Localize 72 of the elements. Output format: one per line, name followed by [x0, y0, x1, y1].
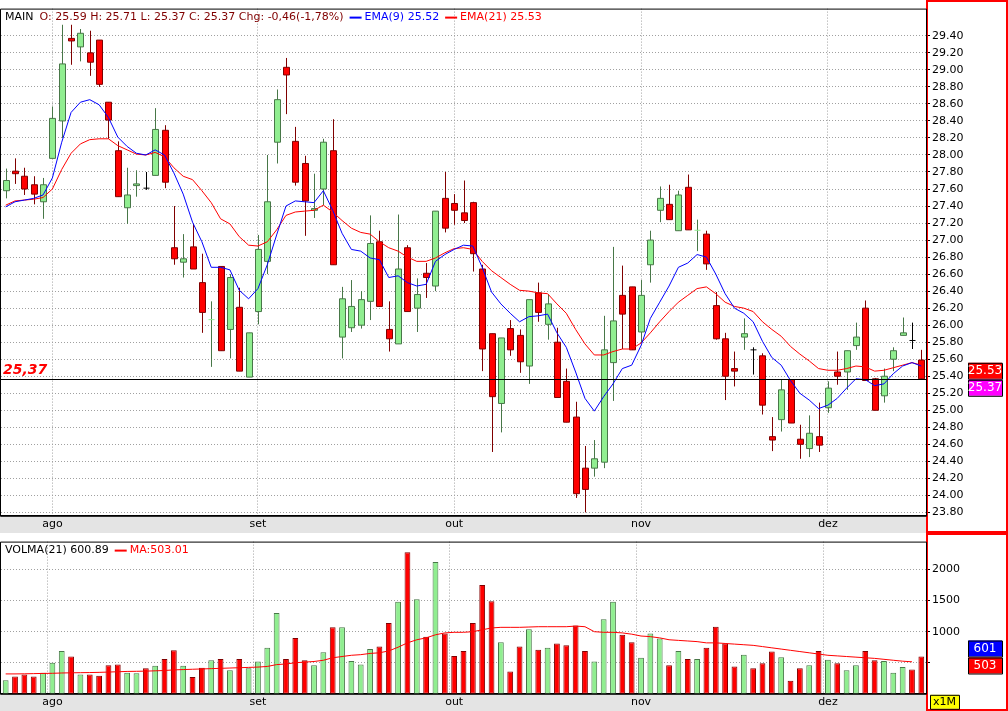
y-axis-title: x1M [933, 695, 956, 709]
candlestick [591, 439, 598, 478]
y-tick-label: 24.80 [932, 420, 964, 434]
y-tick-label: 25.00 [932, 403, 964, 417]
candlestick [750, 346, 757, 376]
y-tick-label: 24.60 [932, 437, 964, 451]
y-tick-label: 26.00 [932, 318, 964, 332]
x-tick-label: dez [818, 517, 838, 531]
ref-line-label: 25,37 [3, 361, 48, 378]
candlestick [451, 193, 458, 226]
y-tick-label: 25.60 [932, 352, 964, 366]
y-tick-label: 24.00 [932, 488, 964, 502]
y-tick-label: 26.80 [932, 249, 964, 263]
candlestick [890, 346, 897, 372]
candlestick [414, 277, 421, 333]
y-tick-label: 28.00 [932, 147, 964, 161]
candlestick [143, 171, 150, 191]
text: 503 [973, 657, 997, 672]
legend-label: EMA(9) 25.52 [364, 10, 440, 24]
y-tick-label: 28.60 [932, 96, 964, 110]
candlestick [741, 317, 748, 351]
y-tick-label: 25.40 [932, 369, 964, 383]
candlestick [535, 282, 542, 323]
x-tick-label: nov [630, 517, 652, 531]
candlestick [208, 300, 215, 368]
candlestick [180, 233, 187, 279]
candlestick [31, 175, 38, 205]
y-tick-label: 24.20 [932, 471, 964, 485]
y-tick-label: 27.40 [932, 198, 964, 212]
chart-title: VOLMA(21) 600.89 [5, 543, 109, 557]
candlestick [769, 416, 776, 452]
legend-label: MA:503.01 [129, 543, 189, 557]
y-tick-label: 1000 [932, 624, 960, 638]
y-tick-label: 27.60 [932, 181, 964, 195]
y-tick-label: 27.80 [932, 164, 964, 178]
y-tick-label: 25.20 [932, 386, 964, 400]
y-tick-label: 28.20 [932, 130, 964, 144]
candlestick [909, 322, 916, 350]
chart-title: MAIN [5, 10, 34, 24]
text: 601 [973, 640, 997, 655]
legend-label: EMA(21) 25.53 [460, 10, 542, 24]
y-tick-label: 26.60 [932, 266, 964, 280]
candlestick [731, 351, 738, 387]
x-tick-label: ago [42, 695, 63, 709]
x-tick-label: out [445, 517, 464, 531]
y-tick-label: 25.80 [932, 335, 964, 349]
y-tick-label: 29.00 [932, 62, 964, 76]
x-tick-label: out [445, 695, 464, 709]
annotation: O: 25.59 H: 25.71 L: 25.37 C: 25.37 Chg: -0,46(-1,78%) [39, 10, 344, 24]
x-tick-label: nov [630, 695, 652, 709]
x-tick-label: ago [42, 517, 63, 531]
y-tick-label: 2000 [932, 562, 960, 576]
y-tick-label: 27.20 [932, 215, 964, 229]
candlestick [816, 402, 823, 453]
y-tick-label: 23.80 [932, 505, 964, 519]
y-tick-label: 26.20 [932, 301, 964, 315]
candlestick [545, 294, 552, 341]
y-tick-label: 27.00 [932, 232, 964, 246]
x-tick-label: set [249, 517, 268, 531]
candlestick [694, 219, 701, 252]
y-tick-label: 26.40 [932, 283, 964, 297]
y-tick-label: 29.20 [932, 45, 964, 59]
x-tick-label: set [249, 695, 268, 709]
candlestick [311, 173, 318, 219]
y-tick-label: 1500 [932, 593, 960, 607]
x-tick-label: dez [818, 695, 838, 709]
y-tick-label: 24.40 [932, 454, 964, 468]
candlestick [461, 180, 468, 224]
y-tick-label: 29.40 [932, 28, 964, 42]
candlestick [87, 30, 94, 77]
y-tick-label: 28.80 [932, 79, 964, 93]
y-tick-label: 28.40 [932, 113, 964, 127]
